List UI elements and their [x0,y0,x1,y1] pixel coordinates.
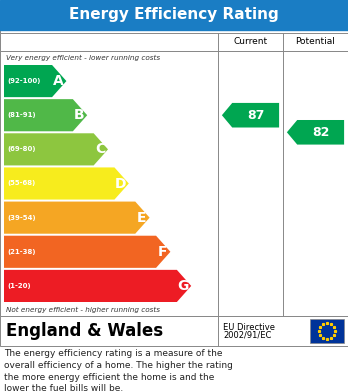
Text: (21-38): (21-38) [7,249,35,255]
Bar [0,51,348,316]
Text: Potential: Potential [295,38,335,47]
Bar [0,33,348,51]
Polygon shape [4,202,150,234]
Text: Not energy efficient - higher running costs: Not energy efficient - higher running co… [6,307,160,312]
Polygon shape [4,133,108,165]
Polygon shape [4,99,87,131]
Text: F: F [158,245,167,259]
Polygon shape [222,103,279,127]
Bar [0,15,348,316]
Polygon shape [4,65,66,97]
Text: Very energy efficient - lower running costs: Very energy efficient - lower running co… [6,54,160,61]
Polygon shape [4,167,129,199]
Bar [0,316,348,346]
Text: G: G [177,279,189,293]
Polygon shape [287,120,344,145]
Text: C: C [95,142,105,156]
Text: Current: Current [234,38,268,47]
Text: D: D [115,176,127,190]
Text: (69-80): (69-80) [7,146,35,152]
Text: 2002/91/EC: 2002/91/EC [223,330,271,339]
Text: (39-54): (39-54) [7,215,35,221]
Bar [310,319,344,343]
Text: (55-68): (55-68) [7,181,35,187]
Polygon shape [4,236,171,268]
Text: A: A [53,74,64,88]
Text: EU Directive: EU Directive [223,323,275,332]
Bar [0,0,348,30]
Text: (92-100): (92-100) [7,78,40,84]
Text: E: E [137,211,147,225]
Text: 82: 82 [312,126,329,139]
Text: Energy Efficiency Rating: Energy Efficiency Rating [69,7,279,23]
Text: The energy efficiency rating is a measure of the
overall efficiency of a home. T: The energy efficiency rating is a measur… [4,349,233,391]
Text: (81-91): (81-91) [7,112,35,118]
Text: England & Wales: England & Wales [6,322,163,340]
Polygon shape [4,270,191,302]
Text: B: B [74,108,85,122]
Text: 87: 87 [247,109,264,122]
Text: (1-20): (1-20) [7,283,31,289]
